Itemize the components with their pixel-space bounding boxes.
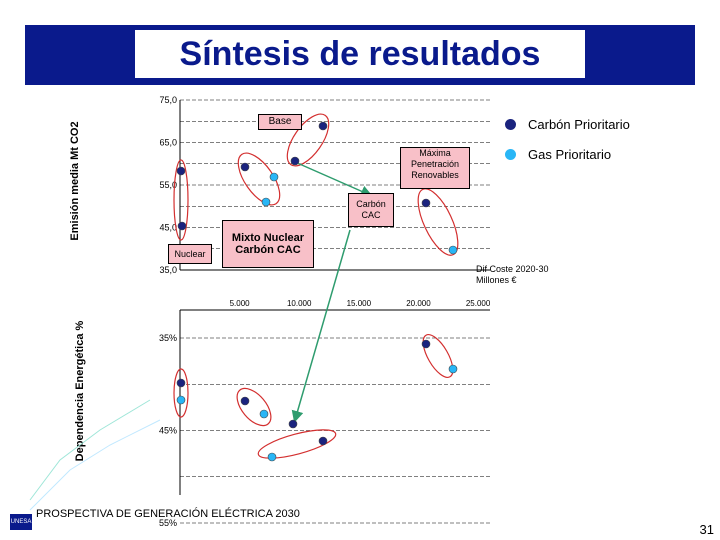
- ellipse-nuclear-bottom: [173, 368, 189, 418]
- carbon-point: [176, 166, 186, 176]
- top-ytick-label: 55,0: [159, 180, 177, 190]
- footer-text: PROSPECTIVA DE GENERACIÓN ELÉCTRICA 2030: [36, 508, 300, 520]
- unesa-logo: UNESA: [10, 514, 32, 530]
- bottom-ytick-label: 45%: [159, 426, 177, 436]
- bottom-xtick-label: 10.000: [287, 299, 312, 308]
- carbon-point: [288, 419, 298, 429]
- carbon-point: [240, 396, 250, 406]
- bottom-xtick-label: 5.000: [230, 299, 251, 308]
- ellipse-carbon-cac-top: [417, 188, 459, 256]
- carbon-point: [421, 198, 431, 208]
- gas-point: [448, 245, 458, 255]
- arrow-carbon-cac: [291, 229, 351, 423]
- gas-point: [261, 197, 271, 207]
- deco-line: [29, 399, 151, 501]
- gas-point: [448, 364, 458, 374]
- annotation-carbon-cac: Carbón CAC: [348, 193, 394, 227]
- top-ytick-label: 35,0: [159, 265, 177, 275]
- annotation-maxima: Máxima Penetración Renovables: [400, 147, 470, 189]
- carbon-point: [177, 221, 187, 231]
- page-number: 31: [699, 522, 714, 537]
- ellipse-base-bottom: [257, 429, 337, 459]
- legend-gas: Gas Prioritario: [505, 147, 611, 162]
- carbon-point: [318, 436, 328, 446]
- annotation-mixto: Mixto Nuclear Carbón CAC: [222, 220, 314, 268]
- gas-point: [259, 409, 269, 419]
- carbon-point: [240, 162, 250, 172]
- legend-carbon-dot: [505, 119, 516, 130]
- legend-gas-dot: [505, 149, 516, 160]
- legend-gas-label: Gas Prioritario: [528, 147, 612, 162]
- top-ytick-label: 65,0: [159, 138, 177, 148]
- page-title: Síntesis de resultados: [179, 34, 541, 73]
- arrow-maxima: [294, 161, 373, 197]
- bottom-xtick-label: 25.000: [466, 299, 491, 308]
- carbon-point: [421, 339, 431, 349]
- bottom-xtick-label: 20.000: [406, 299, 431, 308]
- annotation-nuclear: Nuclear: [168, 244, 212, 264]
- carbon-point: [290, 156, 300, 166]
- legend-carbon-label: Carbón Prioritario: [528, 117, 630, 132]
- title-box: Síntesis de resultados: [135, 30, 585, 78]
- top-ytick-label: 75,0: [159, 95, 177, 105]
- ellipse-base-top: [286, 113, 330, 167]
- annotation-dif-coste: Dif Coste 2020-30 Millones €: [476, 264, 549, 285]
- carbon-point: [318, 121, 328, 131]
- bottom-xtick-label: 15.000: [347, 299, 372, 308]
- legend-carbon: Carbón Prioritario: [505, 117, 630, 132]
- ellipse-mixto-top: [237, 152, 281, 206]
- ellipse-nuclear-top: [173, 159, 189, 241]
- gas-point: [269, 172, 279, 182]
- annotation-base: Base: [258, 114, 302, 130]
- top-ytick-label: 45,0: [159, 223, 177, 233]
- gas-point: [267, 452, 277, 462]
- ellipse-carbon-cac-bottom: [422, 334, 454, 378]
- bottom-ytick-label: 55%: [159, 518, 177, 528]
- ellipse-mixto-bottom: [236, 387, 272, 427]
- deco-line: [29, 419, 161, 511]
- gas-point: [176, 395, 186, 405]
- carbon-point: [176, 378, 186, 388]
- bottom-ytick-label: 35%: [159, 333, 177, 343]
